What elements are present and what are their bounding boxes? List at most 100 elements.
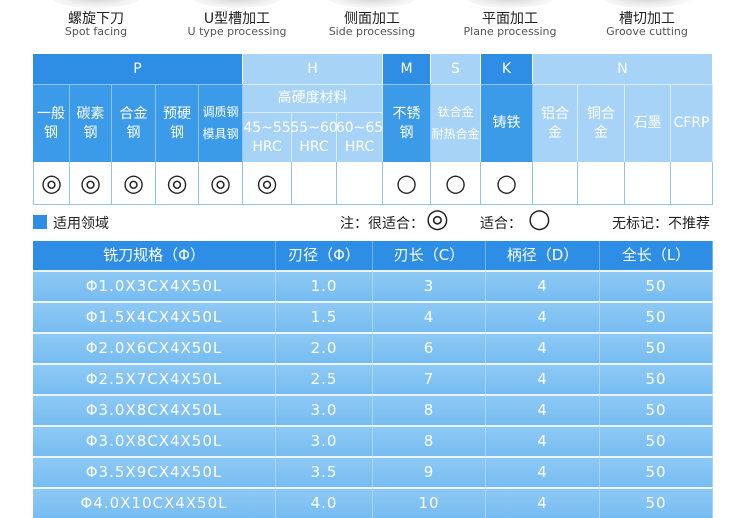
spec-cell: 4 bbox=[486, 425, 600, 456]
material-header: 一般 钢 bbox=[33, 84, 70, 162]
spec-cell: 4 bbox=[486, 301, 600, 332]
spec-cell: 4 bbox=[486, 270, 600, 301]
rating bbox=[533, 162, 578, 205]
material-header: 碳素 钢 bbox=[70, 84, 112, 162]
material-header: 60~65 HRC bbox=[336, 112, 383, 162]
spec-cell: 4 bbox=[486, 363, 600, 394]
material-header: CFRP bbox=[671, 84, 713, 162]
legend-suitable-symbol: ○ bbox=[528, 204, 551, 234]
header-subtitle: Side processing bbox=[328, 25, 416, 38]
material-header: 铸铁 bbox=[481, 84, 533, 162]
spec-header: 全长（L） bbox=[600, 241, 713, 270]
rating: ○ bbox=[383, 162, 431, 205]
header-subtitle: Plane processing bbox=[463, 25, 557, 38]
spec-cell: Φ3.5X9CX4X50L bbox=[33, 456, 276, 487]
material-header: 钛合金 耐热合金 bbox=[431, 84, 481, 162]
spec-cell: 2.5 bbox=[276, 363, 373, 394]
header-title: 侧面加工 bbox=[344, 11, 400, 27]
spec-cell: Φ1.0X3CX4X50L bbox=[33, 270, 276, 301]
rating bbox=[337, 162, 383, 205]
spec-cell: 50 bbox=[600, 456, 713, 487]
spec-cell: 3.5 bbox=[276, 456, 373, 487]
icon-shadow bbox=[602, 0, 692, 8]
spec-cell: 3.0 bbox=[276, 394, 373, 425]
spec-header: 柄径（D） bbox=[486, 241, 600, 270]
spec-cell: 50 bbox=[600, 301, 713, 332]
group-header: S bbox=[431, 54, 481, 84]
rating bbox=[625, 162, 671, 205]
legend-area: 适用领域 bbox=[53, 216, 109, 232]
header-title: 平面加工 bbox=[482, 11, 538, 27]
spec-header: 刃长（C） bbox=[373, 241, 486, 270]
spec-cell: 2.0 bbox=[276, 332, 373, 363]
spec-cell: 8 bbox=[373, 425, 486, 456]
spec-header: 铣刀规格（Φ） bbox=[33, 241, 276, 270]
spec-cell: Φ4.0X10CX4X50L bbox=[33, 487, 276, 518]
rating: ○ bbox=[481, 162, 533, 205]
rating bbox=[671, 162, 713, 205]
header-subtitle: Spot facing bbox=[64, 25, 128, 38]
spec-cell: 10 bbox=[373, 487, 486, 518]
legend-very-symbol: ◎ bbox=[426, 204, 449, 234]
group-header: H bbox=[243, 54, 383, 84]
material-header: 不锈 钢 bbox=[383, 84, 431, 162]
rating: ◎ bbox=[112, 162, 156, 205]
legend-none: 无标记：不推荐 bbox=[612, 216, 710, 232]
spec-cell: Φ2.0X6CX4X50L bbox=[33, 332, 276, 363]
spec-header: 刃径（Φ） bbox=[276, 241, 373, 270]
spec-cell: 7 bbox=[373, 363, 486, 394]
spec-cell: 50 bbox=[600, 487, 713, 518]
spec-cell: 50 bbox=[600, 270, 713, 301]
material-header: 调质钢 模具钢 bbox=[199, 84, 243, 162]
spec-cell: Φ3.0X8CX4X50L bbox=[33, 394, 276, 425]
spec-cell: 4 bbox=[486, 456, 600, 487]
spec-cell: 3 bbox=[373, 270, 486, 301]
header-subtitle: U type processing bbox=[187, 25, 287, 38]
spec-cell: 4 bbox=[486, 487, 600, 518]
rating: ◎ bbox=[70, 162, 112, 205]
spec-cell: 9 bbox=[373, 456, 486, 487]
material-header: 45~55 HRC bbox=[243, 112, 292, 162]
icon-shadow bbox=[192, 0, 282, 8]
spec-cell: 50 bbox=[600, 394, 713, 425]
rating: ◎ bbox=[199, 162, 243, 205]
header-title: 槽切加工 bbox=[619, 11, 675, 27]
rating: ○ bbox=[431, 162, 481, 205]
spec-cell: 50 bbox=[600, 363, 713, 394]
header-title: 螺旋下刀 bbox=[68, 11, 124, 27]
group-header: N bbox=[533, 54, 713, 84]
group-header: K bbox=[481, 54, 533, 84]
spec-cell: 4 bbox=[486, 332, 600, 363]
spec-cell: 6 bbox=[373, 332, 486, 363]
material-header: 55~60 HRC bbox=[290, 112, 338, 162]
legend-very: 注：很适合： bbox=[340, 216, 424, 232]
group-header: M bbox=[383, 54, 431, 84]
spec-cell: Φ3.0X8CX4X50L bbox=[33, 425, 276, 456]
material-header: 预硬 钢 bbox=[156, 84, 199, 162]
spec-cell: 1.5 bbox=[276, 301, 373, 332]
spec-cell: 4 bbox=[373, 301, 486, 332]
spec-cell: 1.0 bbox=[276, 270, 373, 301]
rating bbox=[578, 162, 625, 205]
spec-cell: 4.0 bbox=[276, 487, 373, 518]
spec-cell: Φ1.5X4CX4X50L bbox=[33, 301, 276, 332]
rating: ◎ bbox=[33, 162, 70, 205]
legend-swatch bbox=[33, 215, 47, 229]
h-title: 高硬度材料 bbox=[243, 84, 383, 112]
material-header: 石墨 bbox=[625, 84, 671, 162]
header-subtitle: Groove cutting bbox=[606, 25, 688, 38]
spec-cell: 3.0 bbox=[276, 425, 373, 456]
material-header: 铜合 金 bbox=[578, 84, 625, 162]
material-header: 铝合 金 bbox=[533, 84, 578, 162]
icon-shadow bbox=[465, 0, 555, 8]
icon-shadow bbox=[327, 0, 417, 8]
page: {"header": {"items": [ {"zh": "螺旋下刀", "e… bbox=[33, 0, 713, 518]
spec-cell: 8 bbox=[373, 394, 486, 425]
icon-shadow bbox=[51, 0, 141, 8]
header-title: U型槽加工 bbox=[203, 11, 271, 27]
rating: ◎ bbox=[156, 162, 199, 205]
spec-cell: 4 bbox=[486, 394, 600, 425]
rating: ◎ bbox=[243, 162, 292, 205]
spec-cell: 50 bbox=[600, 332, 713, 363]
material-header: 合金 钢 bbox=[112, 84, 156, 162]
